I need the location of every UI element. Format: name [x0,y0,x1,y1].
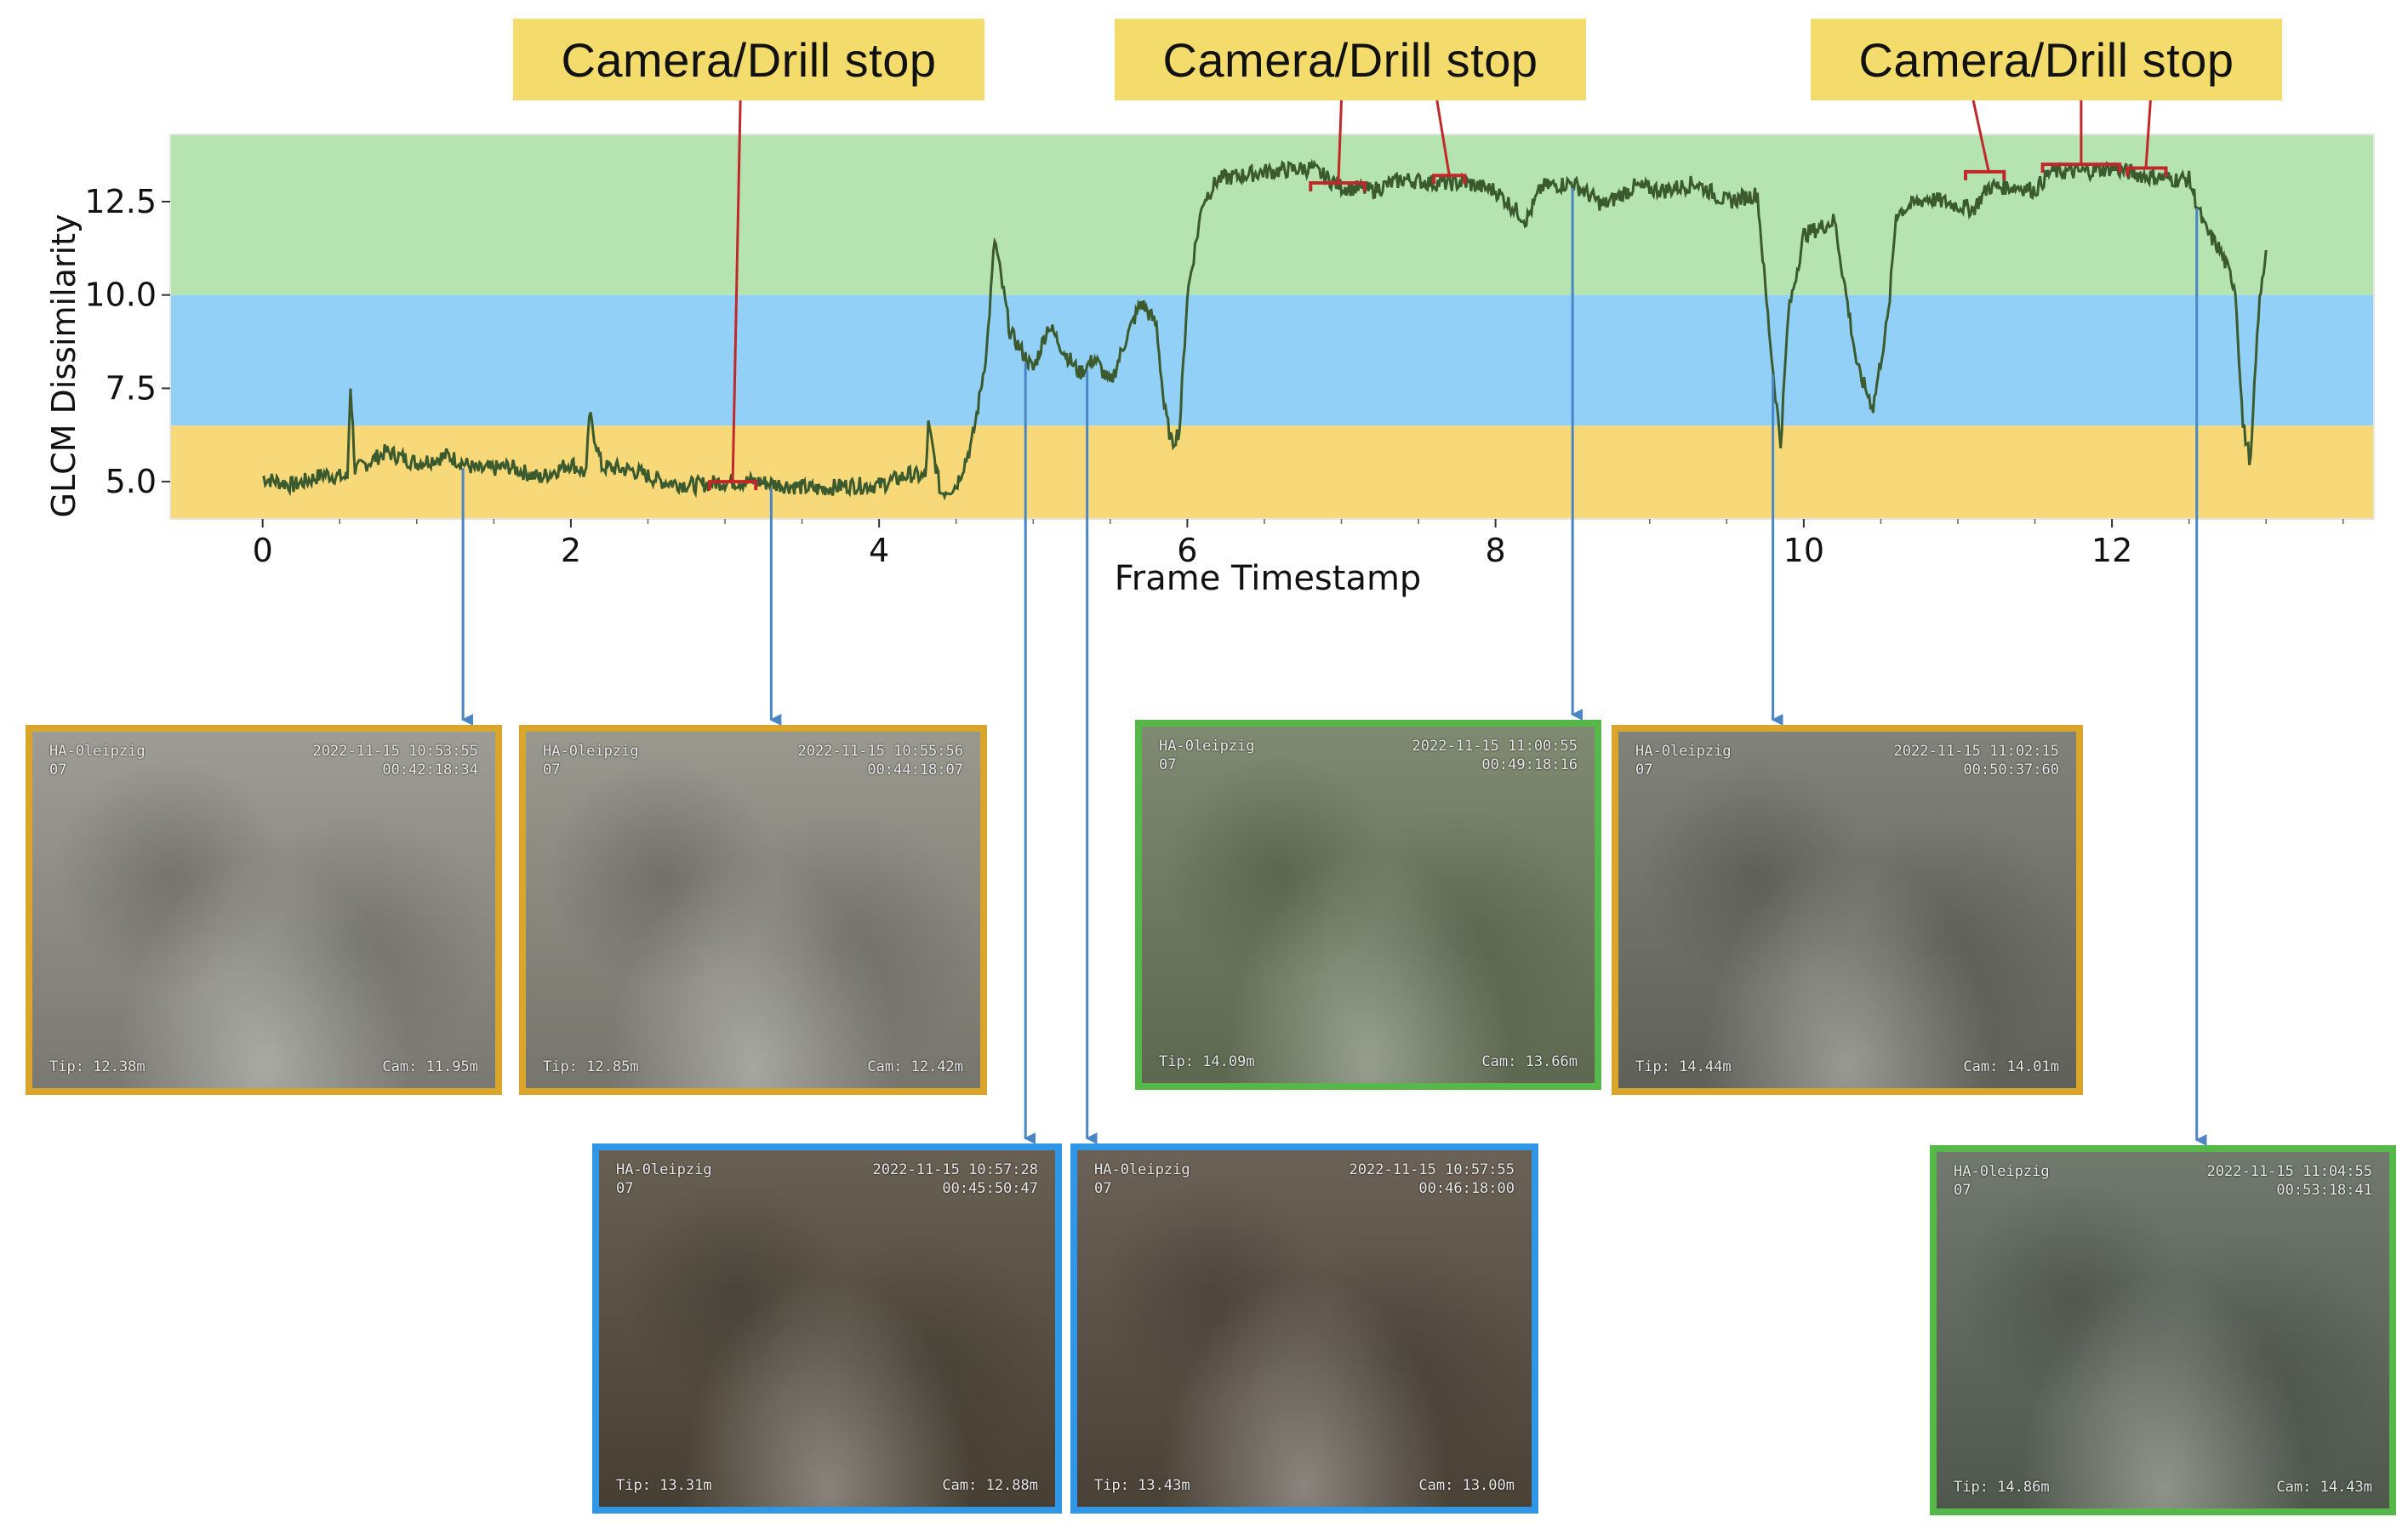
frame-cam-depth: Cam: 14.01m [1963,1058,2059,1075]
leader-line [2144,100,2152,168]
frame-timestamp: 2022-11-15 10:57:55 00:46:18:00 [1349,1161,1515,1197]
stop-bracket [707,480,758,491]
axis-ticks: 0 2 4 6 8 10 12 5.0 7.5 10.0 12.5 [84,183,2344,569]
x-tick-label: 2 [561,532,581,569]
leader-line [1337,100,1344,184]
camera-frame-image [1142,727,1595,1083]
frame-site-label: HA-0leipzig 07 [543,743,639,778]
frame-site-label: HA-0leipzig 07 [49,743,146,778]
frame-tip-depth: Tip: 14.44m [1635,1058,1732,1075]
y-axis-label: GLCM Dissimilarity [45,214,83,518]
frame-cam-depth: Cam: 13.00m [1418,1477,1515,1494]
camera-frame: HA-0leipzig 07 2022-11-15 11:00:55 00:49… [1135,720,1601,1090]
x-axis-label: Frame Timestamp [1115,559,1422,598]
y-tick-label: 12.5 [84,183,157,220]
stop-bracket [1309,181,1367,192]
frame-timestamp: 2022-11-15 10:57:28 00:45:50:47 [872,1161,1038,1197]
frame-cam-depth: Cam: 11.95m [382,1058,478,1075]
frame-site-label: HA-0leipzig 07 [1954,1163,2050,1199]
leader-line [1435,100,1451,176]
camera-frame-image [526,732,980,1088]
frame-tip-depth: Tip: 13.31m [616,1477,712,1494]
camera-frame-image [1077,1150,1532,1507]
x-tick-label: 0 [253,532,273,569]
camera-frame-image [1937,1152,2389,1508]
frame-timestamp: 2022-11-15 11:00:55 00:49:18:16 [1412,738,1578,773]
frame-cam-depth: Cam: 12.88m [942,1477,1038,1494]
value-band [170,294,2374,426]
frame-arrows [461,188,2207,1146]
frame-tip-depth: Tip: 14.86m [1954,1479,2050,1496]
x-tick-label: 6 [1177,532,1197,569]
value-band [170,425,2374,519]
frame-timestamp: 2022-11-15 10:53:55 00:42:18:34 [312,743,478,778]
camera-frame-image [1618,732,2076,1088]
camera-frame: HA-0leipzig 07 2022-11-15 10:53:55 00:42… [26,725,502,1095]
x-tick-label: 12 [2091,532,2132,569]
stop-bracket [2040,163,2122,174]
camera-drill-stop-callout: Camera/Drill stop [1811,19,2282,100]
x-tick-label: 10 [1783,532,1824,569]
frame-timestamp: 2022-11-15 11:04:55 00:53:18:41 [2206,1163,2372,1199]
camera-drill-stop-callout: Camera/Drill stop [1115,19,1586,100]
frame-cam-depth: Cam: 14.43m [2276,1479,2372,1496]
frame-site-label: HA-0leipzig 07 [1159,738,1255,773]
frame-tip-depth: Tip: 14.09m [1159,1053,1255,1070]
value-band [170,134,2374,295]
camera-frame: HA-0leipzig 07 2022-11-15 10:57:55 00:46… [1070,1143,1538,1514]
camera-frame: HA-0leipzig 07 2022-11-15 10:55:56 00:44… [519,725,987,1095]
leader-lines [731,100,2152,482]
y-tick-label: 10.0 [84,277,157,314]
leader-line [1971,100,1990,173]
frame-site-label: HA-0leipzig 07 [1635,743,1732,778]
camera-frame: HA-0leipzig 07 2022-11-15 10:57:28 00:45… [592,1143,1062,1514]
y-tick-label: 7.5 [106,369,157,407]
camera-frame-image [599,1150,1055,1507]
x-tick-label: 4 [869,532,889,569]
frame-timestamp: 2022-11-15 11:02:15 00:50:37:60 [1893,743,2059,778]
camera-frame: HA-0leipzig 07 2022-11-15 11:04:55 00:53… [1930,1145,2396,1515]
frame-tip-depth: Tip: 12.38m [49,1058,146,1075]
y-tick-label: 5.0 [106,463,157,500]
series-line [261,158,2268,501]
frame-site-label: HA-0leipzig 07 [1094,1161,1190,1197]
frame-timestamp: 2022-11-15 10:55:56 00:44:18:07 [797,743,963,778]
leader-line [731,100,742,482]
background-bands [169,134,2375,520]
x-tick-label: 8 [1486,532,1506,569]
camera-frame-image [32,732,495,1088]
frame-site-label: HA-0leipzig 07 [616,1161,712,1197]
frame-cam-depth: Cam: 13.66m [1481,1053,1578,1070]
camera-frame: HA-0leipzig 07 2022-11-15 11:02:15 00:50… [1612,725,2083,1095]
frame-cam-depth: Cam: 12.42m [867,1058,963,1075]
stop-bracket [1964,169,2006,180]
camera-drill-stop-callout: Camera/Drill stop [513,19,984,100]
plot-border [169,134,2375,520]
frame-tip-depth: Tip: 12.85m [543,1058,639,1075]
frame-tip-depth: Tip: 13.43m [1094,1477,1190,1494]
